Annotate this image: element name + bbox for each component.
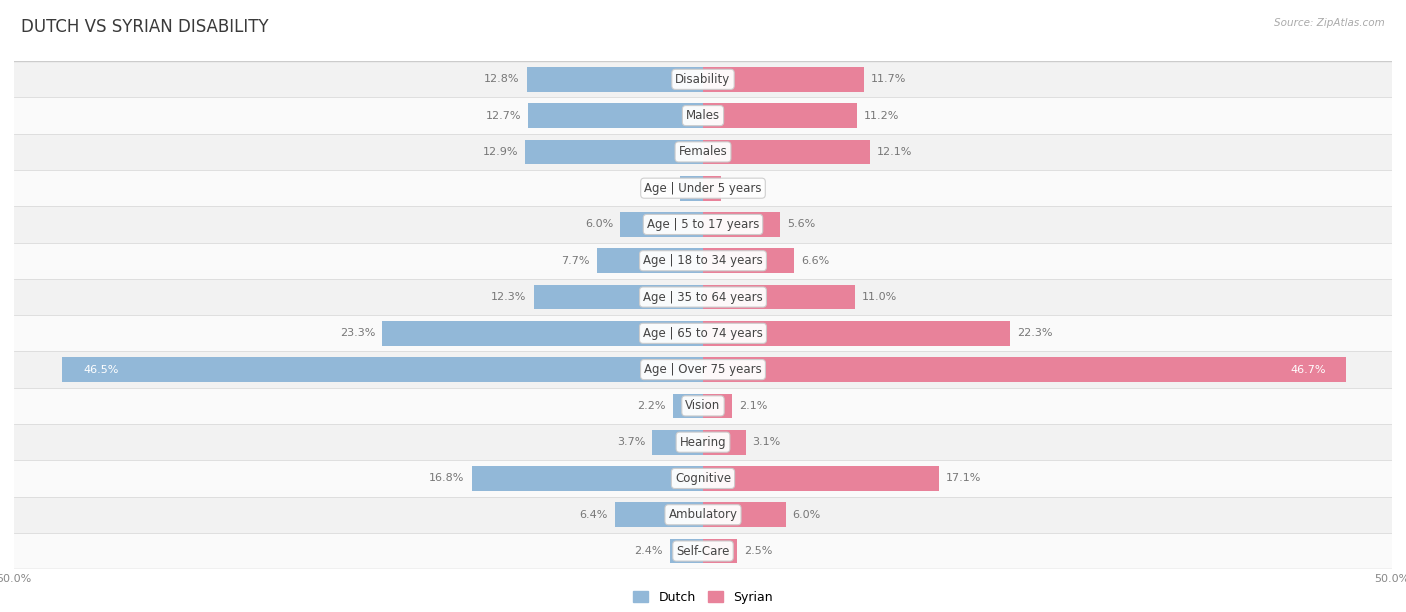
- Legend: Dutch, Syrian: Dutch, Syrian: [628, 586, 778, 608]
- Text: Ambulatory: Ambulatory: [668, 508, 738, 521]
- Bar: [703, 394, 733, 418]
- Text: Females: Females: [679, 146, 727, 159]
- Bar: [669, 539, 703, 564]
- Text: Age | Over 75 years: Age | Over 75 years: [644, 363, 762, 376]
- Text: 12.7%: 12.7%: [485, 111, 522, 121]
- Bar: [62, 357, 703, 382]
- Text: Age | 65 to 74 years: Age | 65 to 74 years: [643, 327, 763, 340]
- Bar: [703, 176, 721, 201]
- Text: 12.3%: 12.3%: [491, 292, 527, 302]
- Bar: [14, 242, 1392, 279]
- Bar: [14, 97, 1392, 134]
- Bar: [703, 430, 745, 455]
- Text: 22.3%: 22.3%: [1017, 328, 1053, 338]
- Bar: [533, 285, 703, 310]
- Text: 11.2%: 11.2%: [865, 111, 900, 121]
- Bar: [14, 351, 1392, 388]
- Text: 46.7%: 46.7%: [1291, 365, 1326, 375]
- Text: 12.8%: 12.8%: [484, 74, 520, 84]
- Bar: [14, 279, 1392, 315]
- Text: 2.4%: 2.4%: [634, 546, 664, 556]
- Text: 6.0%: 6.0%: [585, 220, 613, 230]
- Bar: [703, 357, 1347, 382]
- Text: Age | 5 to 17 years: Age | 5 to 17 years: [647, 218, 759, 231]
- Bar: [703, 103, 858, 128]
- Text: 7.7%: 7.7%: [561, 256, 591, 266]
- Bar: [529, 103, 703, 128]
- Text: Cognitive: Cognitive: [675, 472, 731, 485]
- Text: 12.9%: 12.9%: [482, 147, 519, 157]
- Bar: [703, 502, 786, 527]
- Text: 46.5%: 46.5%: [83, 365, 118, 375]
- Text: 2.5%: 2.5%: [744, 546, 773, 556]
- Text: 12.1%: 12.1%: [876, 147, 912, 157]
- Bar: [14, 388, 1392, 424]
- Text: 17.1%: 17.1%: [945, 474, 981, 483]
- Bar: [14, 170, 1392, 206]
- Bar: [703, 321, 1011, 346]
- Text: Age | 18 to 34 years: Age | 18 to 34 years: [643, 254, 763, 267]
- Text: 23.3%: 23.3%: [340, 328, 375, 338]
- Text: 11.7%: 11.7%: [872, 74, 907, 84]
- Text: Self-Care: Self-Care: [676, 545, 730, 558]
- Text: 1.3%: 1.3%: [728, 183, 756, 193]
- Text: 6.4%: 6.4%: [579, 510, 607, 520]
- Bar: [14, 533, 1392, 569]
- Text: DUTCH VS SYRIAN DISABILITY: DUTCH VS SYRIAN DISABILITY: [21, 18, 269, 36]
- Text: 3.1%: 3.1%: [752, 437, 780, 447]
- Text: Males: Males: [686, 109, 720, 122]
- Text: 16.8%: 16.8%: [429, 474, 464, 483]
- Bar: [652, 430, 703, 455]
- Text: Vision: Vision: [685, 400, 721, 412]
- Bar: [703, 539, 738, 564]
- Bar: [14, 134, 1392, 170]
- Text: 11.0%: 11.0%: [862, 292, 897, 302]
- Bar: [703, 466, 939, 491]
- Text: Hearing: Hearing: [679, 436, 727, 449]
- Text: 5.6%: 5.6%: [787, 220, 815, 230]
- Text: Age | 35 to 64 years: Age | 35 to 64 years: [643, 291, 763, 304]
- Bar: [672, 394, 703, 418]
- Text: Disability: Disability: [675, 73, 731, 86]
- Bar: [14, 460, 1392, 496]
- Bar: [14, 315, 1392, 351]
- Bar: [598, 248, 703, 273]
- Text: 3.7%: 3.7%: [617, 437, 645, 447]
- Bar: [679, 176, 703, 201]
- Bar: [703, 212, 780, 237]
- Bar: [526, 140, 703, 164]
- Text: Age | Under 5 years: Age | Under 5 years: [644, 182, 762, 195]
- Bar: [527, 67, 703, 92]
- Text: 6.0%: 6.0%: [793, 510, 821, 520]
- Text: 2.1%: 2.1%: [738, 401, 768, 411]
- Text: Source: ZipAtlas.com: Source: ZipAtlas.com: [1274, 18, 1385, 28]
- Bar: [14, 424, 1392, 460]
- Bar: [382, 321, 703, 346]
- Text: 2.2%: 2.2%: [637, 401, 666, 411]
- Bar: [614, 502, 703, 527]
- Bar: [703, 248, 794, 273]
- Bar: [703, 67, 865, 92]
- Bar: [14, 61, 1392, 97]
- Bar: [14, 206, 1392, 242]
- Bar: [471, 466, 703, 491]
- Text: 1.7%: 1.7%: [644, 183, 672, 193]
- Bar: [620, 212, 703, 237]
- Bar: [703, 285, 855, 310]
- Bar: [703, 140, 870, 164]
- Text: 6.6%: 6.6%: [801, 256, 830, 266]
- Bar: [14, 496, 1392, 533]
